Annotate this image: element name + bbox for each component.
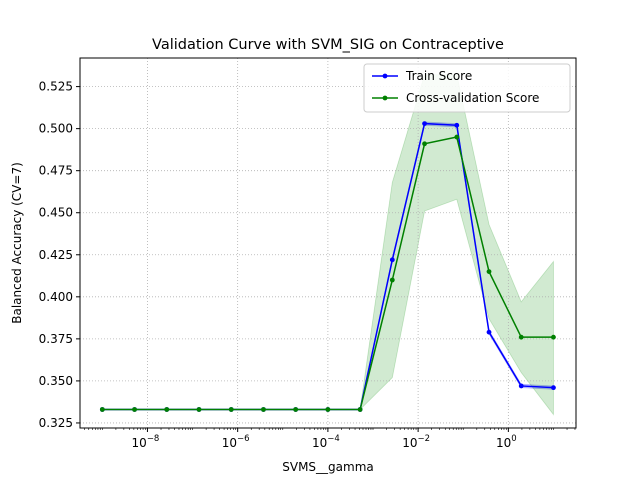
x-tick-label-exponent: −4: [327, 434, 340, 444]
y-tick-label: 0.350: [39, 374, 73, 388]
x-tick-label-base: 10: [402, 436, 417, 450]
data-point: [551, 385, 556, 391]
x-tick-label-exponent: −2: [417, 434, 430, 444]
data-point: [518, 334, 524, 340]
data-point: [325, 407, 331, 412]
data-point: [357, 407, 363, 412]
data-point: [99, 407, 105, 412]
x-tick-label: 10−2: [402, 434, 430, 450]
data-point: [551, 334, 556, 340]
x-tick-label: 10−6: [222, 434, 250, 450]
data-point: [486, 329, 492, 335]
legend-box: [363, 63, 571, 113]
legend-marker: [382, 95, 388, 101]
y-tick-label: 0.400: [39, 290, 73, 304]
data-point: [518, 383, 524, 389]
x-axis-ticks: 10−8 10−6 10−4 10−2 100: [84, 428, 576, 450]
x-tick-label-exponent: −8: [147, 434, 160, 444]
legend: Train Score Cross-validation Score: [363, 63, 571, 113]
y-tick-label: 0.375: [39, 332, 73, 346]
series-lines: [99, 121, 556, 412]
legend-label: Train Score: [405, 69, 472, 83]
x-tick-label-base: 10: [132, 436, 147, 450]
data-point: [486, 269, 492, 274]
data-point: [454, 122, 460, 128]
data-point: [389, 277, 395, 283]
x-tick-label: 10−8: [132, 434, 160, 450]
data-point: [454, 134, 460, 140]
data-point: [293, 407, 299, 412]
y-tick-label: 0.425: [39, 248, 73, 262]
chart-title: Validation Curve with SVM_SIG on Contrac…: [152, 37, 504, 53]
data-point: [132, 407, 137, 412]
data-point: [196, 407, 202, 412]
data-point: [164, 407, 170, 412]
legend-label: Cross-validation Score: [406, 91, 539, 105]
data-point: [261, 407, 266, 412]
y-tick-label: 0.500: [39, 122, 73, 136]
x-tick-label-base: 10: [312, 436, 327, 450]
x-tick-label-base: 10: [222, 436, 237, 450]
data-point: [228, 407, 234, 412]
y-axis-ticks: 0.325 0.350 0.375 0.400 0.425 0.450 0.475 0.500…: [39, 80, 80, 430]
data-point: [422, 141, 427, 147]
y-tick-label: 0.475: [39, 164, 73, 178]
x-axis-label: SVMS__gamma: [282, 460, 374, 474]
y-axis-label: Balanced Accuracy (CV=7): [10, 162, 24, 324]
data-point: [389, 257, 395, 263]
x-tick-label-exponent: 0: [511, 434, 516, 444]
y-tick-label: 0.525: [39, 80, 73, 94]
x-tick-label-exponent: −6: [237, 434, 250, 444]
x-tick-label: 100: [496, 434, 517, 450]
x-tick-label: 10−4: [312, 434, 340, 450]
legend-marker: [382, 73, 388, 79]
y-tick-label: 0.325: [39, 416, 73, 430]
y-tick-label: 0.450: [39, 206, 73, 220]
data-point: [422, 121, 427, 126]
x-tick-label-base: 10: [496, 436, 511, 450]
